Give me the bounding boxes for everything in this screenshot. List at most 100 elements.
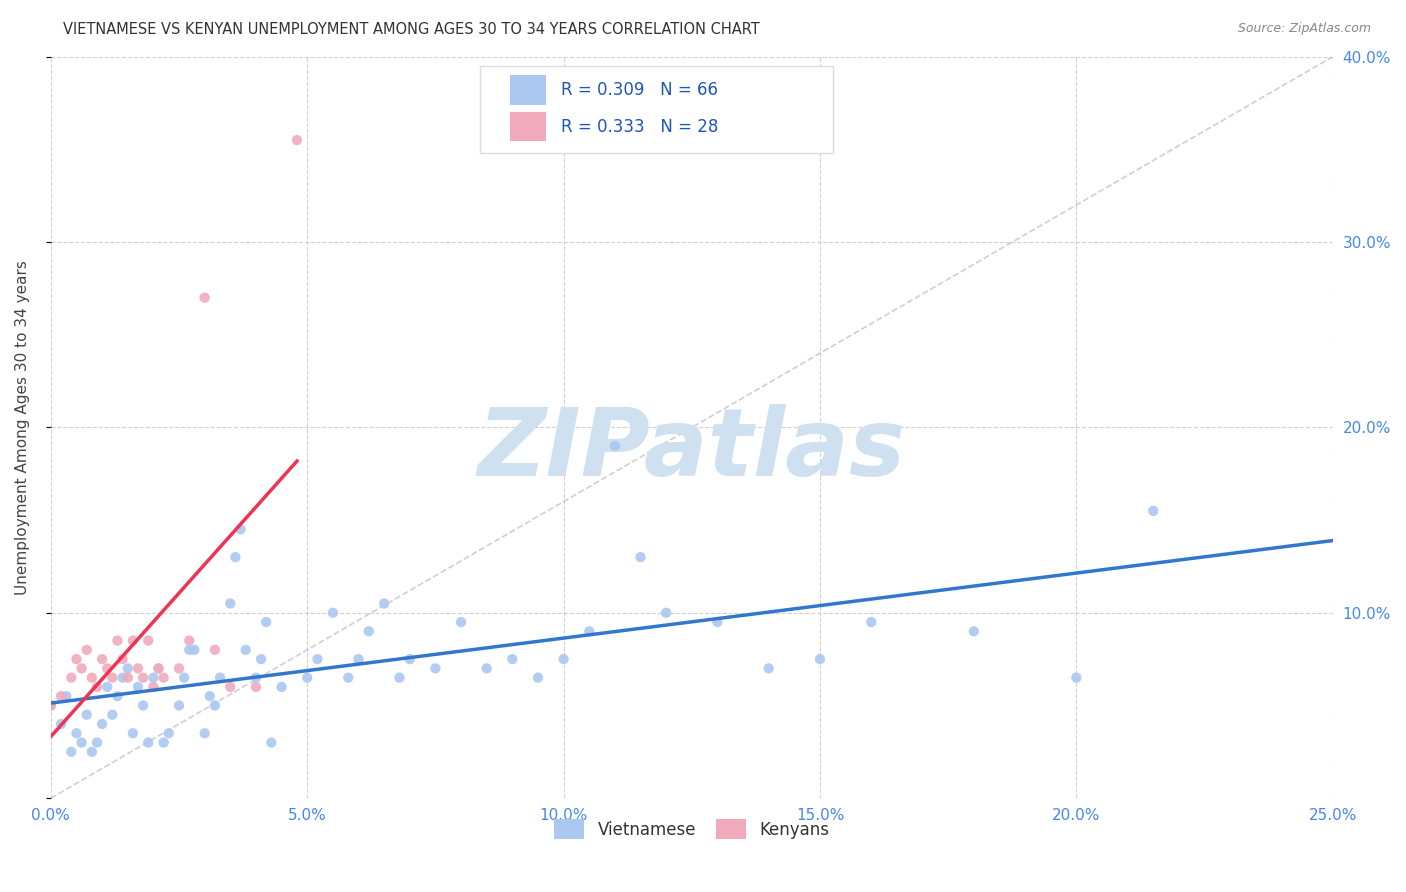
Point (111, 671, 134, 685)
Point (655, 606, 678, 620)
Point (80, 745, 103, 759)
Point (152, 671, 174, 685)
Point (860, 615, 883, 629)
Point (65, 652, 87, 666)
Point (808, 652, 831, 666)
Point (148, 661, 170, 675)
Point (49, 717, 72, 731)
Point (49, 689, 72, 703)
Text: ZIPatlas: ZIPatlas (478, 404, 905, 496)
Point (60, 745, 83, 759)
Legend: Vietnamese, Kenyans: Vietnamese, Kenyans (547, 813, 837, 846)
Point (136, 735, 159, 749)
Point (39, 698, 62, 713)
Point (70, 735, 93, 749)
Point (209, 671, 232, 685)
Point (117, 661, 139, 675)
Text: VIETNAMESE VS KENYAN UNEMPLOYMENT AMONG AGES 30 TO 34 YEARS CORRELATION CHART: VIETNAMESE VS KENYAN UNEMPLOYMENT AMONG … (63, 22, 761, 37)
Point (183, 643, 205, 657)
Point (475, 661, 498, 675)
Point (270, 680, 292, 694)
Point (229, 522, 252, 536)
Point (86, 680, 108, 694)
Point (132, 671, 155, 685)
Point (630, 550, 652, 565)
Point (142, 671, 165, 685)
Point (173, 671, 195, 685)
Point (198, 689, 221, 703)
Point (250, 652, 273, 666)
Point (76, 707, 98, 722)
Point (425, 661, 447, 675)
Point (450, 615, 472, 629)
Point (527, 671, 550, 685)
Point (285, 133, 308, 147)
Point (501, 652, 523, 666)
Point (167, 661, 190, 675)
Point (148, 661, 170, 675)
Y-axis label: Unemployment Among Ages 30 to 34 years: Unemployment Among Ages 30 to 34 years (15, 260, 30, 595)
Point (204, 698, 226, 713)
Point (553, 652, 575, 666)
Point (1142, 504, 1164, 518)
Point (219, 680, 242, 694)
Point (204, 643, 226, 657)
FancyBboxPatch shape (510, 112, 546, 141)
Point (117, 671, 139, 685)
Point (706, 615, 728, 629)
Point (132, 698, 155, 713)
Point (219, 597, 242, 611)
FancyBboxPatch shape (510, 75, 546, 104)
Point (91, 717, 114, 731)
Point (357, 624, 380, 639)
Point (1066, 671, 1088, 685)
Point (101, 671, 124, 685)
Point (86, 735, 108, 749)
Point (307, 652, 329, 666)
Point (122, 726, 145, 740)
Point (322, 606, 344, 620)
Point (127, 680, 149, 694)
Point (107, 633, 129, 648)
Point (101, 707, 124, 722)
FancyBboxPatch shape (481, 66, 832, 153)
Point (603, 439, 626, 453)
Point (60, 671, 83, 685)
Point (157, 726, 180, 740)
Point (194, 291, 217, 305)
Point (76, 643, 98, 657)
Point (70, 661, 93, 675)
Point (122, 633, 145, 648)
Point (388, 671, 411, 685)
Point (96, 661, 118, 675)
Point (260, 735, 283, 749)
Point (91, 652, 114, 666)
Point (179, 633, 201, 648)
Point (254, 615, 277, 629)
Point (347, 652, 370, 666)
Point (235, 643, 257, 657)
Point (152, 735, 174, 749)
Point (194, 726, 217, 740)
Point (55, 689, 77, 703)
Point (758, 661, 780, 675)
Point (96, 680, 118, 694)
Point (224, 550, 246, 565)
Point (297, 671, 319, 685)
Text: R = 0.333   N = 28: R = 0.333 N = 28 (561, 118, 718, 136)
Point (373, 597, 395, 611)
Point (179, 643, 201, 657)
Point (337, 671, 360, 685)
Point (245, 680, 267, 694)
Point (80, 671, 103, 685)
Point (142, 680, 165, 694)
Point (963, 624, 986, 639)
Point (167, 698, 190, 713)
Point (398, 652, 420, 666)
Point (65, 726, 87, 740)
Point (39, 698, 62, 713)
Point (107, 689, 129, 703)
Text: R = 0.309   N = 66: R = 0.309 N = 66 (561, 80, 718, 99)
Text: Source: ZipAtlas.com: Source: ZipAtlas.com (1237, 22, 1371, 36)
Point (578, 624, 600, 639)
